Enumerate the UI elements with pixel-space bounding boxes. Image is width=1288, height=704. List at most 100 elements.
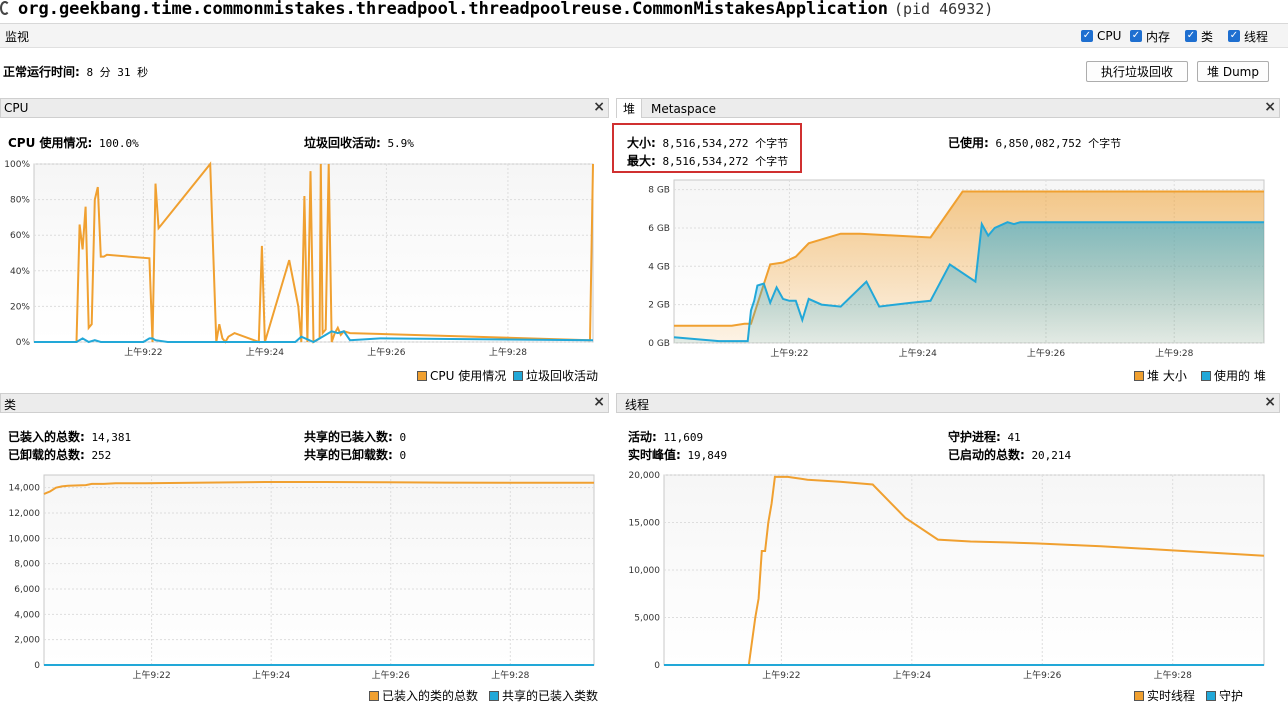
y-tick-label: 10,000 bbox=[9, 534, 41, 544]
shared-loaded-value: 0 bbox=[399, 431, 407, 444]
y-tick-label: 4,000 bbox=[14, 610, 40, 620]
x-tick-label: 上午9:24 bbox=[899, 347, 937, 359]
cpu-usage: CPU 使用情况: 100.0% bbox=[8, 134, 139, 151]
heap-chart: 0 GB 2 GB 4 GB 6 GB 8 GB 上午9:22 上午9:24 上午9:26 上午… bbox=[648, 179, 1265, 359]
threads-live-value: 11,609 bbox=[663, 431, 704, 444]
threads-started-label: 已启动的总数: bbox=[948, 448, 1025, 462]
x-tick-label: 上午9:28 bbox=[491, 669, 529, 681]
cpu-usage-value: 100.0% bbox=[98, 137, 139, 150]
legend-shared-loaded: 共享的已装入类数 bbox=[489, 687, 598, 704]
cpu-usage-label: CPU 使用情况: bbox=[8, 136, 93, 150]
legend-label: 共享的已装入类数 bbox=[502, 689, 599, 703]
plot-area bbox=[43, 474, 595, 666]
heap-used-label: 已使用: bbox=[948, 136, 989, 150]
refresh-icon[interactable] bbox=[0, 1, 10, 15]
gc-activity: 垃圾回收活动: 5.9% bbox=[304, 134, 414, 151]
heap-panel-header: 堆 Metaspace × bbox=[616, 98, 1280, 118]
legend-label: 堆 大小 bbox=[1147, 369, 1187, 383]
legend-used-heap: 使用的 堆 bbox=[1201, 367, 1266, 384]
y-tick-label: 14,000 bbox=[9, 484, 41, 494]
tab-heap[interactable]: 堆 bbox=[617, 99, 643, 118]
close-icon[interactable]: × bbox=[593, 394, 605, 410]
threads-panel-title: 线程 bbox=[625, 398, 650, 412]
threads-peak-label: 实时峰值: bbox=[628, 448, 681, 462]
threads-daemon: 守护进程: 41 bbox=[948, 428, 1021, 445]
shared-unloaded: 共享的已卸载数: 0 bbox=[304, 446, 406, 463]
window-title: org.geekbang.time.commonmistakes.threadp… bbox=[18, 0, 994, 19]
y-tick-label: 80% bbox=[10, 196, 30, 206]
y-tick-label: 8,000 bbox=[14, 560, 40, 570]
legend-gc-activity: 垃圾回收活动 bbox=[513, 367, 598, 384]
close-icon[interactable]: × bbox=[593, 99, 605, 115]
checkbox-label: 内存 bbox=[1146, 29, 1171, 44]
series-line bbox=[664, 475, 1265, 666]
checkbox-memory[interactable]: ✓ 内存 bbox=[1130, 28, 1170, 44]
gc-activity-value: 5.9% bbox=[387, 137, 414, 150]
cpu-panel-header: CPU × bbox=[0, 98, 609, 118]
threads-chart: 0 5,000 10,000 15,000 20,000 上午9:22 上午9:24 上午9:… bbox=[629, 471, 1265, 681]
x-tick-label: 上午9:22 bbox=[762, 669, 800, 681]
x-tick-label: 上午9:22 bbox=[770, 347, 808, 359]
y-tick-label: 40% bbox=[10, 267, 30, 277]
tab-metaspace[interactable]: Metaspace bbox=[651, 101, 716, 116]
legend-swatch bbox=[1206, 690, 1216, 701]
legend-swatch bbox=[513, 370, 523, 381]
uptime-label: 正常运行时间: bbox=[3, 65, 80, 79]
classes-loaded-value: 14,381 bbox=[91, 431, 132, 444]
threads-daemon-label: 守护进程: bbox=[948, 430, 1001, 444]
series-line bbox=[43, 481, 595, 495]
legend-swatch bbox=[369, 690, 379, 701]
process-id: (pid 46932) bbox=[893, 0, 994, 18]
y-tick-label: 100% bbox=[4, 160, 30, 170]
heap-size-value: 8,516,534,272 个字节 bbox=[662, 137, 789, 150]
classes-unloaded-value: 252 bbox=[91, 449, 112, 462]
x-tick-label: 上午9:24 bbox=[252, 669, 290, 681]
threads-live-label: 活动: bbox=[628, 430, 657, 444]
x-tick-label: 上午9:24 bbox=[246, 346, 284, 358]
checkbox-threads[interactable]: ✓ 线程 bbox=[1228, 28, 1268, 44]
x-tick-label: 上午9:26 bbox=[1023, 669, 1061, 681]
checkbox-cpu[interactable]: ✓ CPU bbox=[1081, 28, 1121, 44]
y-tick-label: 20,000 bbox=[629, 471, 661, 481]
check-icon: ✓ bbox=[1130, 30, 1142, 42]
classes-loaded-label: 已装入的总数: bbox=[8, 430, 85, 444]
checkbox-label: 类 bbox=[1201, 29, 1214, 44]
classes-unloaded-label: 已卸载的总数: bbox=[8, 448, 85, 462]
heap-size-label: 大小: bbox=[627, 136, 656, 150]
legend-live-threads: 实时线程 bbox=[1134, 687, 1195, 704]
legend-heap-size: 堆 大小 bbox=[1134, 367, 1187, 384]
legend-label: 使用的 堆 bbox=[1214, 369, 1266, 383]
x-tick-label: 上午9:26 bbox=[367, 346, 405, 358]
checkbox-classes[interactable]: ✓ 类 bbox=[1185, 28, 1213, 44]
y-tick-label: 15,000 bbox=[629, 519, 661, 529]
perform-gc-button[interactable]: 执行垃圾回收 bbox=[1086, 61, 1188, 82]
legend-label: CPU 使用情况 bbox=[430, 369, 507, 383]
heap-size: 大小: 8,516,534,272 个字节 bbox=[627, 134, 788, 151]
threads-panel-header: 线程 × bbox=[616, 393, 1280, 413]
y-tick-label: 10,000 bbox=[629, 566, 661, 576]
x-tick-label: 上午9:26 bbox=[1027, 347, 1065, 359]
x-tick-label: 上午9:22 bbox=[124, 346, 162, 358]
y-tick-label: 60% bbox=[10, 231, 30, 241]
legend-swatch bbox=[1201, 370, 1211, 381]
x-tick-label: 上午9:26 bbox=[372, 669, 410, 681]
check-icon: ✓ bbox=[1185, 30, 1197, 42]
heap-dump-button[interactable]: 堆 Dump bbox=[1197, 61, 1269, 82]
heap-max-value: 8,516,534,272 个字节 bbox=[662, 155, 789, 168]
x-tick-label: 上午9:22 bbox=[132, 669, 170, 681]
y-tick-label: 2,000 bbox=[14, 636, 40, 646]
monitor-toolbar: 监视 ✓ CPU ✓ 内存 ✓ 类 ✓ 线程 bbox=[0, 23, 1288, 48]
classes-chart: 0 2,000 4,000 6,000 8,000 10,000 12,000 14,000 上… bbox=[9, 474, 595, 681]
y-tick-label: 6 GB bbox=[648, 224, 670, 234]
series-line bbox=[674, 190, 1264, 327]
legend-label: 守护 bbox=[1219, 689, 1244, 703]
close-icon[interactable]: × bbox=[1264, 99, 1276, 115]
y-tick-label: 20% bbox=[10, 302, 30, 312]
check-icon: ✓ bbox=[1081, 30, 1093, 42]
check-icon: ✓ bbox=[1228, 30, 1240, 42]
legend-swatch bbox=[489, 690, 499, 701]
x-tick-label: 上午9:24 bbox=[893, 669, 931, 681]
checkbox-label: 线程 bbox=[1244, 29, 1269, 44]
close-icon[interactable]: × bbox=[1264, 394, 1276, 410]
uptime: 正常运行时间: 8 分 31 秒 bbox=[3, 63, 148, 80]
